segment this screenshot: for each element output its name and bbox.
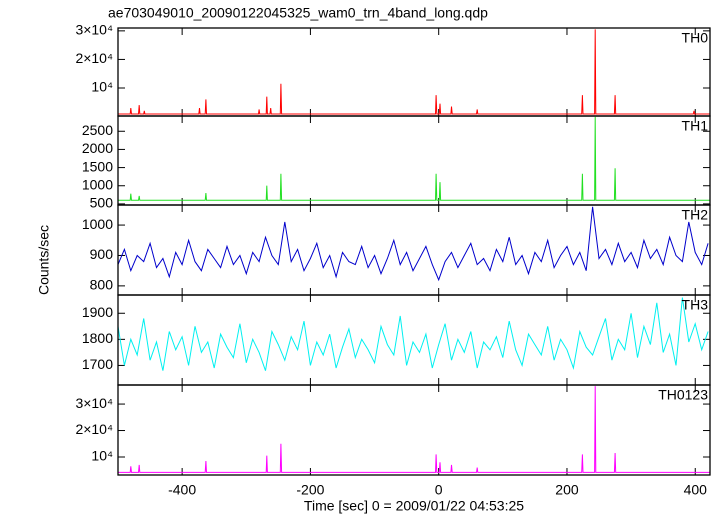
y-tick-label: 900 [90, 246, 114, 262]
y-tick-label: 1500 [82, 158, 113, 174]
y-tick-label: 3×10⁴ [75, 22, 113, 38]
panel-frame [117, 294, 711, 386]
x-tick-label: -200 [296, 482, 324, 498]
series-label: TH0 [682, 30, 709, 46]
y-tick-label: 500 [90, 195, 114, 211]
y-tick-label: 10⁴ [91, 79, 113, 95]
y-tick-label: 1700 [82, 356, 113, 372]
x-tick-label: -400 [168, 482, 196, 498]
y-tick-label: 2×10⁴ [75, 421, 113, 437]
y-tick-label: 2000 [82, 140, 113, 156]
y-axis-label: Counts/sec [36, 225, 52, 295]
panel-frame [117, 384, 711, 476]
chart-title: ae703049010_20090122045325_wam0_trn_4ban… [108, 5, 488, 21]
series-label: TH2 [682, 207, 709, 223]
y-tick-label: 1800 [82, 330, 113, 346]
panel-frame [117, 204, 711, 296]
y-tick-label: 2×10⁴ [75, 50, 113, 66]
data-line [118, 206, 709, 282]
y-tick-label: 1000 [82, 176, 113, 192]
y-tick-label: 2500 [82, 122, 113, 138]
panel-frame [117, 115, 711, 206]
y-tick-label: 1000 [82, 216, 113, 232]
y-tick-label: 1900 [82, 304, 113, 320]
x-tick-label: 200 [555, 482, 579, 498]
y-tick-label: 10⁴ [91, 448, 113, 464]
y-tick-label: 3×10⁴ [75, 395, 113, 411]
y-tick-label: 800 [90, 277, 114, 293]
x-tick-label: 400 [684, 482, 708, 498]
x-axis-label: Time [sec] 0 = 2009/01/22 04:53:25 [304, 498, 524, 514]
panel-frame [117, 27, 711, 117]
series-label: TH0123 [658, 387, 708, 403]
data-line [118, 29, 710, 115]
x-tick-label: 0 [435, 482, 443, 498]
data-line [118, 297, 709, 371]
series-label: TH1 [682, 118, 709, 134]
series-label: TH3 [682, 297, 709, 313]
data-line [118, 116, 710, 201]
data-line [118, 386, 710, 473]
